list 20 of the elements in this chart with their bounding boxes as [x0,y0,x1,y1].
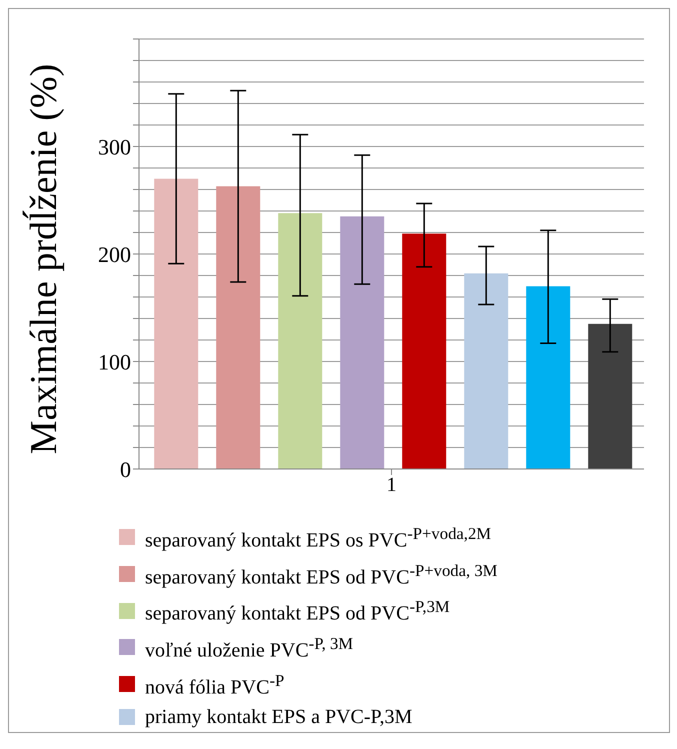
y-tick-label: 200 [98,242,131,267]
legend-label: separovaný kontakt EPS os PVC$^{-P+voda,2M}$ [145,523,492,554]
bar [154,178,198,469]
y-axis-title: Maximálne prdĺženie (%) [22,64,66,454]
legend-label: separovaný kontakt EPS od PVC$^{-P+voda, 3M}$ [145,560,498,590]
bar [526,286,570,469]
bar [588,324,632,469]
x-tick-label: 1 [386,474,396,496]
bar [278,213,322,469]
legend-label: separovaný kontakt EPS od PVC$^{-P,3M}$ [145,596,450,627]
bar [216,186,260,469]
bar [464,273,508,469]
legend-label: priamy kontakt EPS a PVC-P,3M [145,705,412,730]
bar [340,216,384,469]
bar [402,234,446,469]
legend-label: nová fólia PVC$^{-P}$ [145,670,284,700]
y-tick-label: 300 [98,134,131,160]
y-tick-label: 100 [98,349,131,374]
legend-label: voľné uloženie PVC$^{-P, 3M}$ [145,632,354,664]
y-tick-label: 0 [120,456,131,482]
